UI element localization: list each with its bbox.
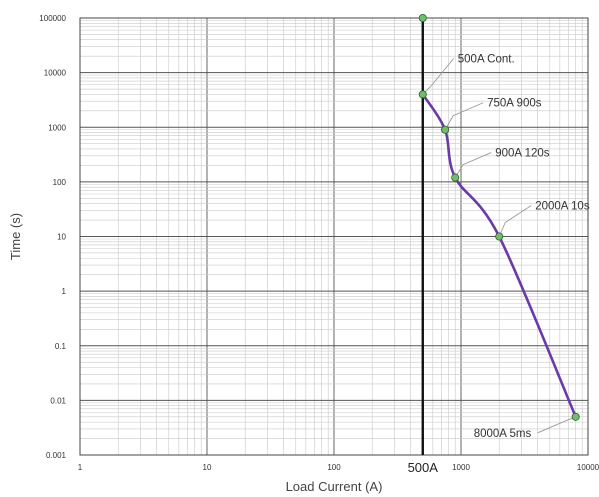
x-tick-label: 1000 [452,463,470,472]
y-axis-ticks: 0.001 0.01 0.1 1 10 100 1000 10000 100000 [39,14,66,460]
y-tick-label: 1 [62,287,67,296]
y-tick-label: 100000 [39,14,66,23]
y-tick-label: 0.01 [50,396,66,405]
x-tick-label: 100 [327,463,341,472]
data-point [418,13,427,22]
annotation-leader [537,416,576,434]
data-point [495,232,504,241]
y-tick-label: 10000 [44,69,67,78]
annotation-leader [454,152,492,178]
annotation-label: 2000A 10s [535,201,590,213]
series-line [421,93,577,419]
y-tick-label: 1000 [48,123,66,132]
y-tick-label: 10 [57,233,66,242]
annotation-leader [444,102,484,130]
annotation-label: 8000A 5ms [474,428,532,440]
annotation-label: 900A 120s [495,148,550,160]
annotation-label: 500A Cont. [458,53,515,65]
y-axis-title: Time (s) [8,213,23,260]
x-axis-ticks: 1 10 100 1000 10000 [78,463,599,472]
plot-frame [79,17,589,456]
annotations: 500A Cont. 750A 900s 900A 120s 2000A 10s 800… [458,53,590,439]
y-tick-label: 100 [53,178,67,187]
vertical-line-label: 500A [408,460,439,475]
annotation-leaders [422,58,576,434]
x-axis-title: Load Current (A) [286,479,383,494]
data-point [418,90,427,99]
y-tick-label: 0.001 [46,451,67,460]
annotation-label: 750A 900s [487,98,542,110]
data-point [451,173,460,182]
data-point [571,412,580,421]
y-tick-label: 0.1 [55,342,67,351]
annotation-leader [498,205,532,237]
data-points [418,13,580,421]
grid [79,18,588,456]
data-point [441,125,450,134]
x-tick-label: 10 [203,463,212,472]
x-tick-label: 10000 [577,463,599,472]
x-tick-label: 1 [78,463,83,472]
